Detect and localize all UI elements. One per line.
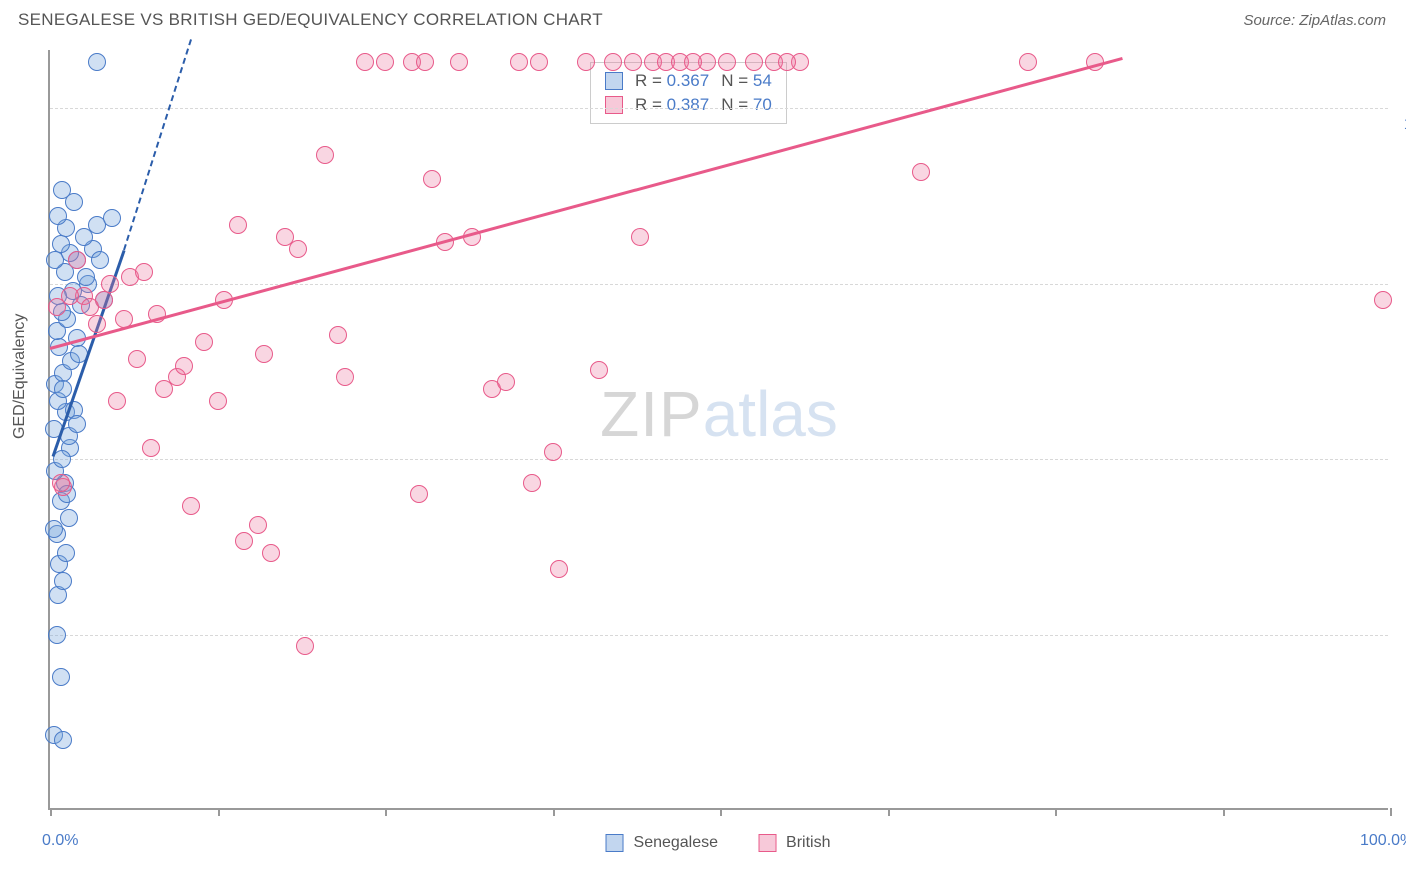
trend-line — [50, 57, 1123, 350]
data-point — [684, 53, 702, 71]
x-tick — [50, 808, 52, 816]
x-tick — [553, 808, 555, 816]
data-point — [544, 443, 562, 461]
y-axis-title: GED/Equivalency — [11, 314, 29, 439]
data-point — [54, 731, 72, 749]
data-point — [48, 298, 66, 316]
data-point — [135, 263, 153, 281]
data-point — [262, 544, 280, 562]
data-point — [550, 560, 568, 578]
data-point — [142, 439, 160, 457]
stats-swatch — [605, 96, 623, 114]
legend-item: British — [758, 834, 830, 852]
data-point — [68, 415, 86, 433]
x-tick — [1390, 808, 1392, 816]
x-tick-label: 0.0% — [42, 832, 78, 850]
data-point — [356, 53, 374, 71]
data-point — [54, 380, 72, 398]
data-point — [624, 53, 642, 71]
data-point — [108, 392, 126, 410]
x-tick-label: 100.0% — [1360, 832, 1406, 850]
data-point — [577, 53, 595, 71]
data-point — [57, 544, 75, 562]
data-point — [336, 368, 354, 386]
data-point — [235, 532, 253, 550]
data-point — [604, 53, 622, 71]
data-point — [450, 53, 468, 71]
data-point — [52, 235, 70, 253]
data-point — [103, 209, 121, 227]
data-point — [289, 240, 307, 258]
data-point — [423, 170, 441, 188]
chart-area: GED/Equivalency ZIPatlas R = 0.367N = 54… — [48, 50, 1388, 810]
data-point — [45, 520, 63, 538]
data-point — [497, 373, 515, 391]
data-point — [60, 509, 78, 527]
data-point — [510, 53, 528, 71]
data-point — [175, 357, 193, 375]
chart-title: SENEGALESE VS BRITISH GED/EQUIVALENCY CO… — [18, 10, 603, 30]
data-point — [523, 474, 541, 492]
grid-line — [50, 635, 1388, 636]
stats-row: R = 0.367N = 54 — [605, 69, 772, 93]
data-point — [912, 163, 930, 181]
stats-row: R = 0.387N = 70 — [605, 93, 772, 117]
data-point — [88, 53, 106, 71]
x-tick — [1055, 808, 1057, 816]
watermark: ZIPatlas — [600, 377, 838, 451]
data-point — [229, 216, 247, 234]
data-point — [255, 345, 273, 363]
x-tick — [385, 808, 387, 816]
data-point — [81, 298, 99, 316]
trend-line-dashed — [123, 39, 192, 250]
data-point — [249, 516, 267, 534]
data-point — [1019, 53, 1037, 71]
data-point — [101, 275, 119, 293]
data-point — [590, 361, 608, 379]
data-point — [49, 207, 67, 225]
data-point — [745, 53, 763, 71]
x-tick — [888, 808, 890, 816]
data-point — [209, 392, 227, 410]
data-point — [376, 53, 394, 71]
stats-legend-box: R = 0.367N = 54R = 0.387N = 70 — [590, 62, 787, 124]
data-point — [91, 251, 109, 269]
stats-swatch — [605, 72, 623, 90]
data-point — [182, 497, 200, 515]
data-point — [329, 326, 347, 344]
x-tick — [720, 808, 722, 816]
grid-line — [50, 108, 1388, 109]
data-point — [128, 350, 146, 368]
plot-region: ZIPatlas R = 0.367N = 54R = 0.387N = 70 … — [48, 50, 1388, 810]
x-tick — [1223, 808, 1225, 816]
data-point — [155, 380, 173, 398]
legend-swatch — [606, 834, 624, 852]
data-point — [52, 474, 70, 492]
data-point — [54, 572, 72, 590]
data-point — [410, 485, 428, 503]
data-point — [88, 315, 106, 333]
data-point — [77, 268, 95, 286]
data-point — [718, 53, 736, 71]
data-point — [530, 53, 548, 71]
data-point — [68, 251, 86, 269]
legend-item: Senegalese — [606, 834, 719, 852]
data-point — [316, 146, 334, 164]
data-point — [53, 181, 71, 199]
grid-line — [50, 284, 1388, 285]
data-point — [631, 228, 649, 246]
data-point — [296, 637, 314, 655]
data-point — [416, 53, 434, 71]
x-tick — [218, 808, 220, 816]
legend: Senegalese British — [606, 834, 831, 852]
data-point — [778, 53, 796, 71]
data-point — [1374, 291, 1392, 309]
data-point — [52, 668, 70, 686]
legend-swatch — [758, 834, 776, 852]
grid-line — [50, 459, 1388, 460]
data-point — [195, 333, 213, 351]
chart-source: Source: ZipAtlas.com — [1243, 12, 1386, 29]
data-point — [48, 626, 66, 644]
